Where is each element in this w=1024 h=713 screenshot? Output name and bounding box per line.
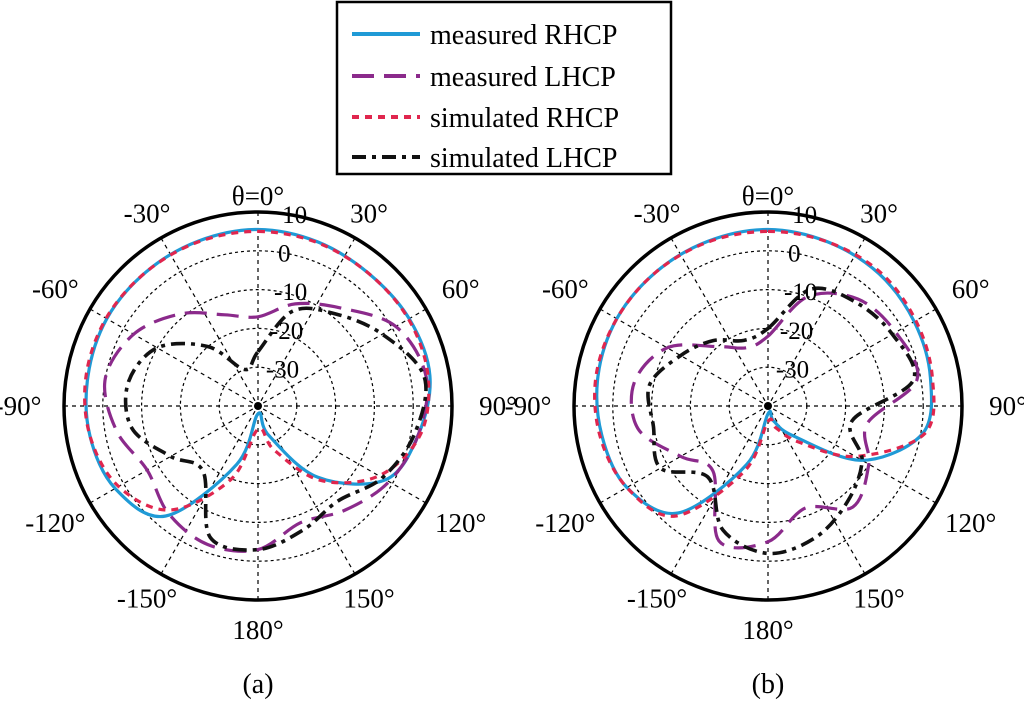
angle-label: -30° [124,199,171,229]
grid-circle [179,327,337,485]
outer-circle [62,210,454,602]
angle-label: 30° [350,199,388,229]
radial-tick-label: -30 [266,356,299,383]
radial-tick-label: -30 [776,356,809,383]
angle-label: 60° [952,274,990,304]
legend-label-measured-lhcp: measured LHCP [430,62,616,93]
grid-circle [102,250,414,562]
angle-label: -150° [117,583,177,613]
angle-label: 180° [742,615,793,645]
angle-label: -90° [0,391,41,421]
series-simulated-rhcp [83,229,431,512]
angle-label: -60° [542,274,589,304]
series-measured-lhcp [102,301,429,553]
angle-label: 60° [442,274,480,304]
polar-plot-a: 10 0 -10 -20 -30 θ=0° 30° 60° 90° 120° 150° 180° -15… [0,181,517,700]
angle-label: 180° [232,615,283,645]
series-measured-lhcp [629,291,920,550]
radial-tick-label: 0 [788,241,801,268]
legend: measured RHCP measured LHCP simulated RH… [335,0,673,176]
angle-label: θ=0° [232,181,284,211]
angle-label: 90° [989,391,1024,421]
center-dot [764,402,772,410]
radial-tick-label: -20 [780,318,813,345]
grid-circle [612,250,924,562]
radial-tick-label: 10 [792,202,817,229]
angle-label: 30° [860,199,898,229]
legend-box [335,0,673,176]
grid-circle [689,327,847,485]
angle-label: -150° [627,583,687,613]
angle-label: 120° [945,508,996,538]
angle-label: -120° [25,508,85,538]
radial-tick-label: 10 [282,202,307,229]
outer-circle [572,210,964,602]
angle-label: 150° [343,583,394,613]
subfigure-caption: (b) [752,669,785,700]
legend-label-measured-rhcp: measured RHCP [430,20,617,51]
subfigure-caption: (a) [242,669,273,700]
angle-label: -90° [505,391,552,421]
legend-label-simulated-lhcp: simulated LHCP [430,143,617,174]
radial-tick-label: 0 [278,241,291,268]
series-simulated-rhcp [593,229,936,518]
angle-label: -30° [634,199,681,229]
series-measured-rhcp [84,227,432,519]
angle-label: -60° [32,274,79,304]
angle-label: -120° [535,508,595,538]
angle-label: 150° [853,583,904,613]
center-dot [254,402,262,410]
radial-tick-label: -20 [270,318,303,345]
angle-label: θ=0° [742,181,794,211]
radial-tick-label: -10 [274,279,307,306]
grid-circle [141,289,376,524]
legend-label-simulated-rhcp: simulated RHCP [430,103,619,134]
grid-circle [650,289,885,524]
radial-tick-label: -10 [784,279,817,306]
angle-label: 90° [479,391,517,421]
series-simulated-lhcp [646,286,917,556]
polar-plot-b: 10 0 -10 -20 -30 θ=0° 30° 60° 90° 120° 150° 180° -15… [505,181,1024,700]
angle-label: 120° [435,508,486,538]
